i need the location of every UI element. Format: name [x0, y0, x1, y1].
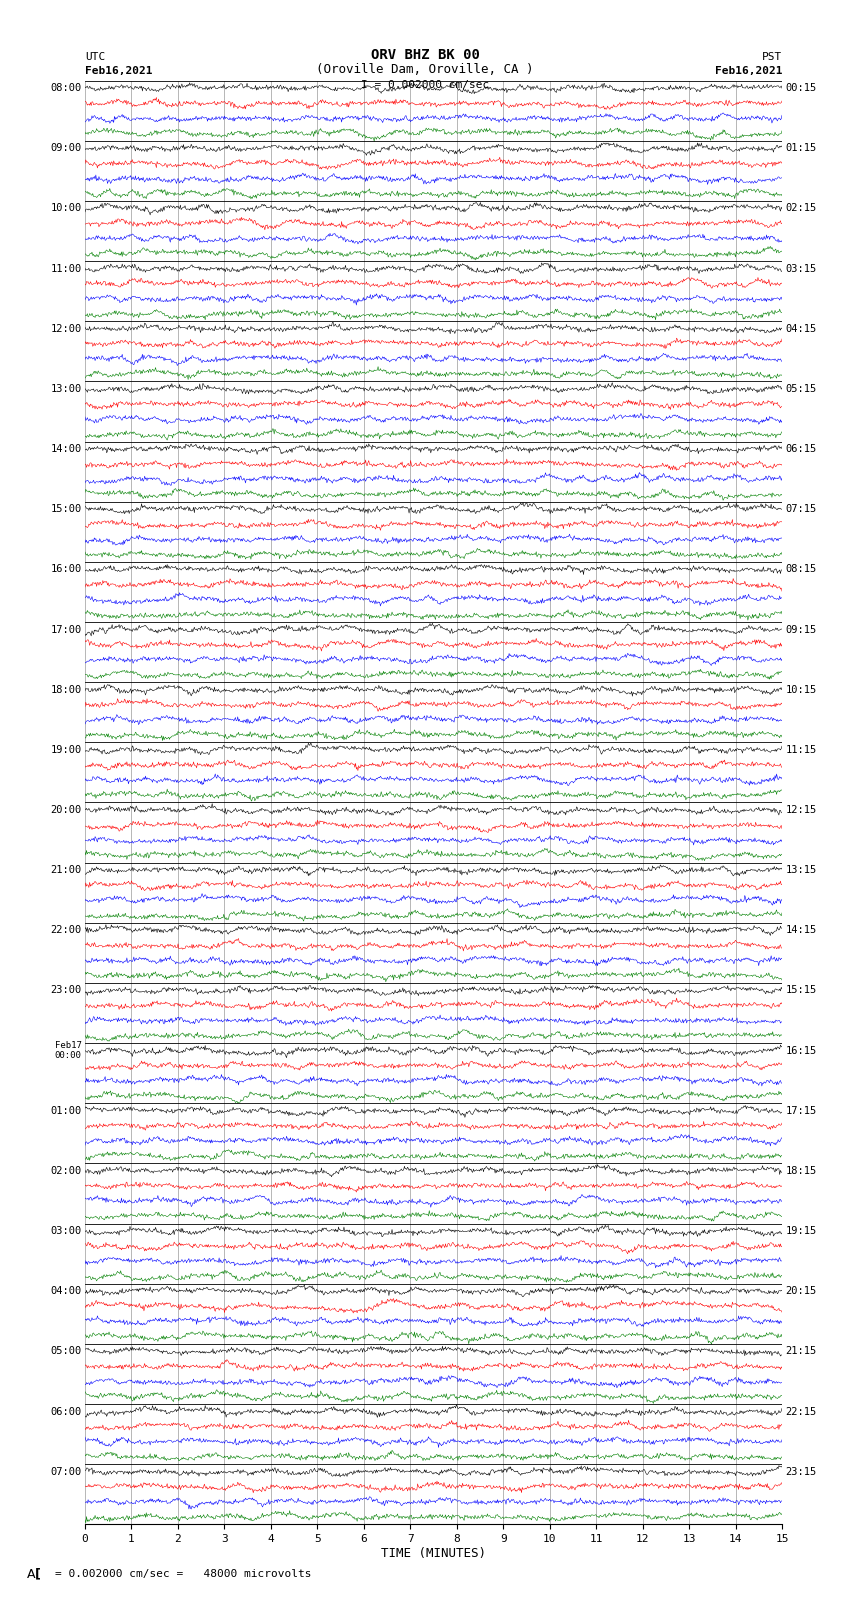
Text: 14:15: 14:15	[785, 926, 817, 936]
Text: 06:15: 06:15	[785, 444, 817, 455]
Text: 18:15: 18:15	[785, 1166, 817, 1176]
Text: 19:00: 19:00	[50, 745, 82, 755]
X-axis label: TIME (MINUTES): TIME (MINUTES)	[381, 1547, 486, 1560]
Text: 23:15: 23:15	[785, 1466, 817, 1476]
Text: 01:15: 01:15	[785, 144, 817, 153]
Text: 23:00: 23:00	[50, 986, 82, 995]
Text: 17:15: 17:15	[785, 1107, 817, 1116]
Text: 01:00: 01:00	[50, 1107, 82, 1116]
Text: 05:15: 05:15	[785, 384, 817, 394]
Text: 07:00: 07:00	[50, 1466, 82, 1476]
Text: 00:15: 00:15	[785, 84, 817, 94]
Text: (Oroville Dam, Oroville, CA ): (Oroville Dam, Oroville, CA )	[316, 63, 534, 76]
Text: 12:15: 12:15	[785, 805, 817, 815]
Text: 11:00: 11:00	[50, 263, 82, 274]
Text: 22:00: 22:00	[50, 926, 82, 936]
Text: 13:15: 13:15	[785, 865, 817, 876]
Text: 10:00: 10:00	[50, 203, 82, 213]
Text: Feb17
00:00: Feb17 00:00	[54, 1040, 82, 1060]
Text: 20:15: 20:15	[785, 1286, 817, 1297]
Text: $\mathsf{A}$$\mathbf{[}$: $\mathsf{A}$$\mathbf{[}$	[26, 1566, 41, 1582]
Text: 13:00: 13:00	[50, 384, 82, 394]
Text: I = 0.002000 cm/sec: I = 0.002000 cm/sec	[361, 79, 489, 90]
Text: 17:00: 17:00	[50, 624, 82, 634]
Text: 06:00: 06:00	[50, 1407, 82, 1416]
Text: Feb16,2021: Feb16,2021	[85, 66, 152, 76]
Text: PST: PST	[762, 52, 782, 63]
Text: 18:00: 18:00	[50, 684, 82, 695]
Text: 11:15: 11:15	[785, 745, 817, 755]
Text: 04:00: 04:00	[50, 1286, 82, 1297]
Text: UTC: UTC	[85, 52, 105, 63]
Text: 05:00: 05:00	[50, 1347, 82, 1357]
Text: 08:15: 08:15	[785, 565, 817, 574]
Text: 21:00: 21:00	[50, 865, 82, 876]
Text: 22:15: 22:15	[785, 1407, 817, 1416]
Text: 02:00: 02:00	[50, 1166, 82, 1176]
Text: 12:00: 12:00	[50, 324, 82, 334]
Text: 09:00: 09:00	[50, 144, 82, 153]
Text: 21:15: 21:15	[785, 1347, 817, 1357]
Text: 10:15: 10:15	[785, 684, 817, 695]
Text: 20:00: 20:00	[50, 805, 82, 815]
Text: Feb16,2021: Feb16,2021	[715, 66, 782, 76]
Text: 04:15: 04:15	[785, 324, 817, 334]
Text: 16:15: 16:15	[785, 1045, 817, 1055]
Text: 02:15: 02:15	[785, 203, 817, 213]
Text: 15:00: 15:00	[50, 505, 82, 515]
Text: 07:15: 07:15	[785, 505, 817, 515]
Text: 16:00: 16:00	[50, 565, 82, 574]
Text: 03:00: 03:00	[50, 1226, 82, 1236]
Text: ORV BHZ BK 00: ORV BHZ BK 00	[371, 48, 479, 63]
Text: 03:15: 03:15	[785, 263, 817, 274]
Text: 19:15: 19:15	[785, 1226, 817, 1236]
Text: 09:15: 09:15	[785, 624, 817, 634]
Text: 14:00: 14:00	[50, 444, 82, 455]
Text: 15:15: 15:15	[785, 986, 817, 995]
Text: 08:00: 08:00	[50, 84, 82, 94]
Text: = 0.002000 cm/sec =   48000 microvolts: = 0.002000 cm/sec = 48000 microvolts	[55, 1569, 312, 1579]
